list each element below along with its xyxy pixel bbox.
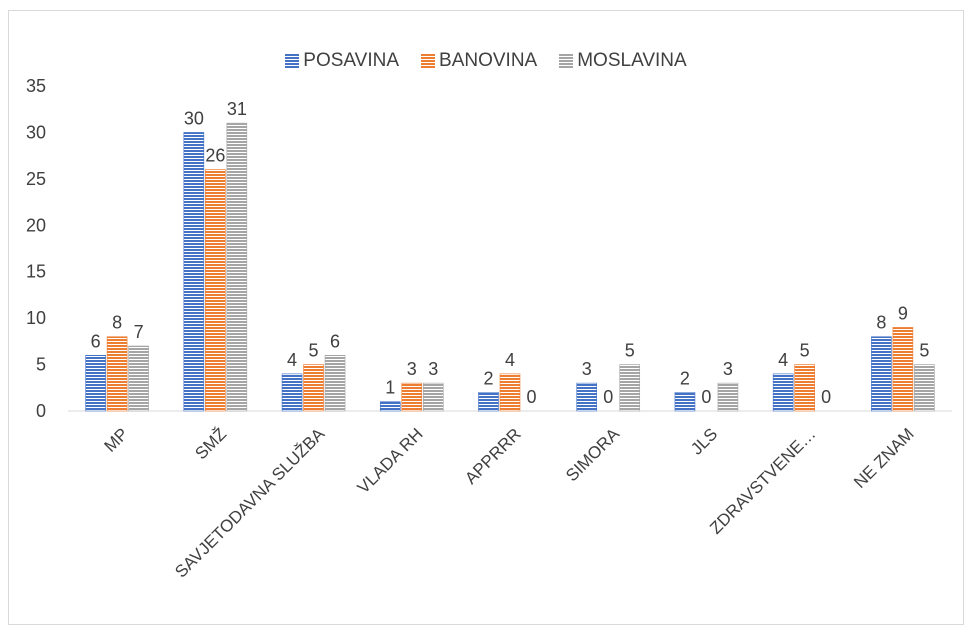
legend-item-posavina: POSAVINA <box>285 50 399 72</box>
data-label: 6 <box>330 331 340 351</box>
bar-moslavina <box>619 364 641 412</box>
legend-swatch-banovina <box>421 54 436 68</box>
bar-moslavina <box>128 345 149 412</box>
data-label: 3 <box>428 359 438 379</box>
bar-moslavina <box>914 364 935 412</box>
y-tick-label: 15 <box>26 262 46 282</box>
legend-item-moslavina: MOSLAVINA <box>559 50 687 72</box>
data-label: 0 <box>526 387 536 407</box>
data-label: 5 <box>309 341 319 361</box>
bar-moslavina <box>422 382 444 412</box>
x-tick-label: SIMORA <box>562 424 623 485</box>
data-label: 3 <box>723 359 733 379</box>
bar-posavina <box>478 392 499 412</box>
bar-banovina <box>303 364 324 412</box>
data-label: 3 <box>582 359 592 379</box>
data-label: 4 <box>505 350 515 370</box>
data-label: 0 <box>603 387 613 407</box>
x-tick-label: SMŽ <box>191 424 230 463</box>
bar-posavina <box>772 373 794 412</box>
legend-label-banovina: BANOVINA <box>439 50 538 71</box>
data-label: 6 <box>91 331 101 351</box>
bar-posavina <box>85 354 106 412</box>
data-label: 8 <box>112 313 122 333</box>
data-label: 0 <box>821 387 831 407</box>
x-tick-label: APPRRR <box>461 424 525 488</box>
bar-moslavina <box>226 122 248 412</box>
data-label: 7 <box>134 322 144 342</box>
y-tick-label: 35 <box>26 76 46 96</box>
legend-swatch-posavina <box>285 54 300 68</box>
data-label: 2 <box>483 368 493 388</box>
y-tick-label: 25 <box>26 169 46 189</box>
y-tick-label: 10 <box>26 308 46 328</box>
data-label: 5 <box>800 341 810 361</box>
legend-label-moslavina: MOSLAVINA <box>577 50 687 71</box>
x-tick-label: NE ZNAM <box>850 424 918 492</box>
data-label: 9 <box>898 303 908 323</box>
bar-posavina <box>674 392 696 412</box>
bar-moslavina <box>717 382 739 412</box>
data-label: 8 <box>876 313 886 333</box>
bar-moslavina <box>324 354 346 412</box>
x-tick-label: MP <box>100 424 131 455</box>
chart-area <box>8 10 964 625</box>
bar-posavina <box>183 132 205 412</box>
y-tick-label: 20 <box>26 215 46 235</box>
legend-label-posavina: POSAVINA <box>303 50 400 71</box>
legend-item-banovina: BANOVINA <box>421 50 537 72</box>
bar-banovina <box>401 382 423 412</box>
legend-swatch-moslavina <box>559 54 574 68</box>
bar-banovina <box>499 373 521 412</box>
data-label: 1 <box>385 378 395 398</box>
y-tick-label: 5 <box>36 355 46 375</box>
bar-posavina <box>281 373 303 412</box>
y-tick-label: 30 <box>26 122 46 142</box>
x-tick-label: ZDRAVSTVENE… <box>706 424 819 537</box>
bar-banovina <box>794 364 815 412</box>
data-label: 0 <box>701 387 711 407</box>
data-label: 4 <box>778 350 788 370</box>
bar-banovina <box>106 336 128 412</box>
data-label: 5 <box>919 341 929 361</box>
bar-posavina <box>379 401 401 412</box>
data-label: 30 <box>184 108 204 128</box>
data-label: 4 <box>287 350 297 370</box>
x-tick-label: VLADA RH <box>354 424 427 497</box>
bar-banovina <box>892 327 914 412</box>
data-label: 26 <box>205 146 225 166</box>
bar-posavina <box>576 382 598 412</box>
y-tick-label: 0 <box>36 401 46 421</box>
data-label: 5 <box>625 341 635 361</box>
legend: POSAVINA BANOVINA MOSLAVINA <box>0 50 972 72</box>
bar-posavina <box>871 336 892 412</box>
data-label: 3 <box>407 359 417 379</box>
x-tick-label: JLS <box>687 424 721 458</box>
data-label: 2 <box>680 368 690 388</box>
data-label: 31 <box>227 99 247 119</box>
bar-banovina <box>205 169 226 412</box>
